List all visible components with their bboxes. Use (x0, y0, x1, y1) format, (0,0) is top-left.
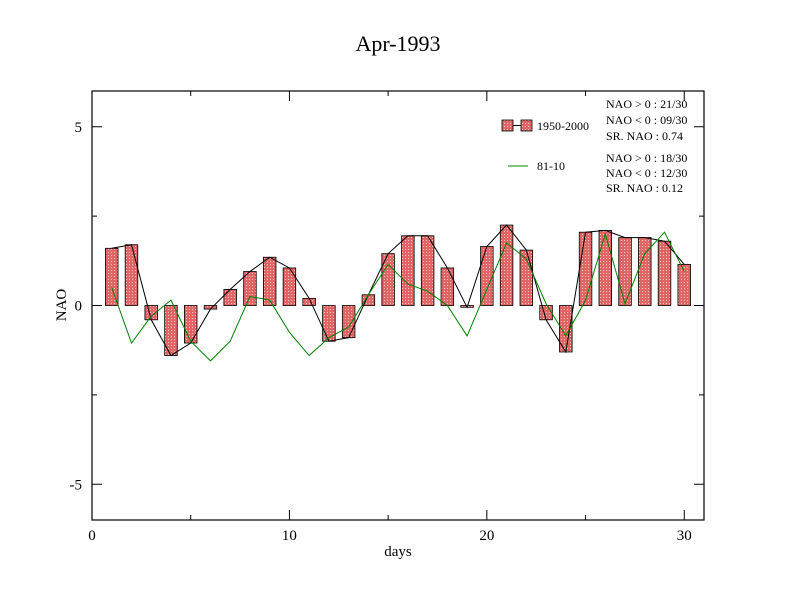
series-81-10-line (111, 231, 685, 362)
x-axis-label: days (384, 544, 412, 560)
stats-1950-2000-negative: NAO < 0 : 09/30 (606, 113, 687, 127)
bar-day-29 (657, 240, 672, 306)
bar-day-5 (184, 305, 198, 344)
legend-line-label: 81-10 (537, 159, 565, 173)
legend: 1950-2000 81-10 (501, 119, 589, 173)
legend-bar-swatch-1 (501, 119, 514, 132)
bar-day-15 (381, 253, 395, 306)
bar-day-8 (243, 271, 257, 306)
bar-day-13 (341, 305, 356, 339)
bar-day-28 (638, 237, 652, 306)
y-tick-label: -5 (70, 477, 83, 493)
bar-day-17 (420, 235, 435, 306)
x-tick-label: 30 (677, 528, 692, 544)
legend-bar-swatch-2 (520, 119, 533, 132)
x-tick-label: 10 (282, 528, 297, 544)
bar-day-9 (262, 256, 277, 306)
stats-81-10-negative: NAO < 0 : 12/30 (606, 166, 687, 180)
chart-title: Apr-1993 (355, 31, 440, 56)
stats-annotations: NAO > 0 : 21/30 NAO < 0 : 09/30 SR. NAO … (606, 97, 687, 195)
bar-day-21 (499, 224, 514, 306)
x-tick-label: 20 (479, 528, 494, 544)
y-axis-label: NAO (54, 289, 70, 322)
bar-day-7 (223, 289, 237, 306)
stats-1950-2000-sr: SR. NAO : 0.74 (606, 129, 683, 143)
stats-81-10-positive: NAO > 0 : 18/30 (606, 151, 687, 165)
bar-day-23 (539, 305, 553, 321)
bar-day-20 (480, 246, 494, 306)
bar-day-27 (618, 237, 632, 306)
bar-connector-line (111, 224, 685, 357)
bar-day-26 (598, 230, 612, 306)
bar-day-10 (282, 267, 297, 306)
legend-bar-label: 1950-2000 (537, 119, 589, 133)
bar-day-18 (440, 267, 455, 306)
bar-day-25 (578, 231, 593, 306)
stats-81-10-sr: SR. NAO : 0.12 (606, 181, 683, 195)
bar-day-16 (401, 235, 415, 306)
bar-day-1 (105, 247, 119, 306)
y-tick-label: 0 (75, 299, 83, 315)
bar-day-12 (322, 305, 336, 342)
bar-day-2 (124, 244, 139, 306)
stats-1950-2000-positive: NAO > 0 : 21/30 (606, 97, 687, 111)
y-tick-label: 5 (75, 120, 83, 136)
x-tick-label: 0 (88, 528, 96, 544)
